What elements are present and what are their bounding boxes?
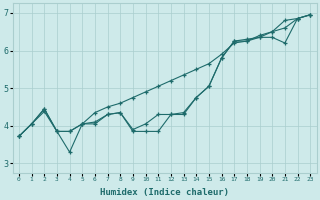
X-axis label: Humidex (Indice chaleur): Humidex (Indice chaleur) [100,188,229,197]
